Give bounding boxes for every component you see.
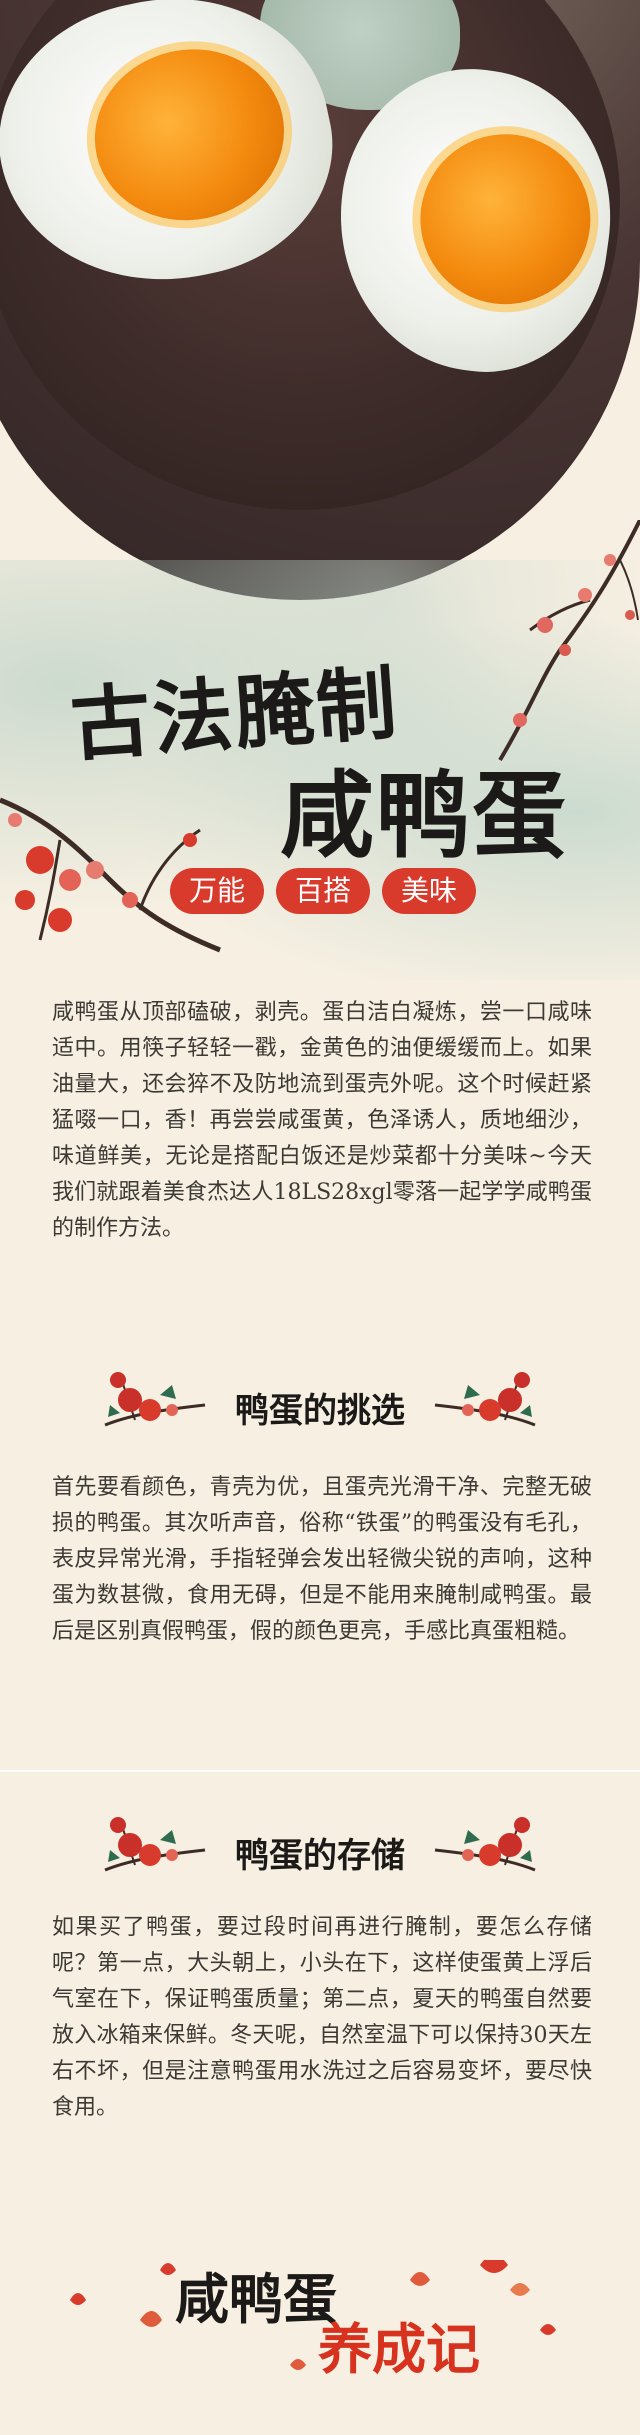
- flower-ornament-right: [430, 1355, 540, 1449]
- flower-ornament-right: [430, 1800, 540, 1894]
- flower-ornament-left: [100, 1355, 210, 1449]
- egg-yolk: [409, 123, 602, 316]
- intro-paragraph: 咸鸭蛋从顶部磕破，剥壳。蛋白洁白凝炼，尝一口咸味适中。用筷子轻轻一戳，金黄色的油…: [52, 1000, 592, 1241]
- salted-eggs-image: [0, 0, 640, 600]
- section-heading-storage: 鸭蛋的存储: [100, 1800, 540, 1890]
- section-title: 鸭蛋的存储: [235, 1836, 405, 1876]
- feature-tags: 万能 百搭 美味: [170, 868, 490, 918]
- page-title-line2: 咸鸭蛋: [280, 761, 569, 871]
- tag-badge: 百搭: [276, 868, 370, 914]
- section-heading-selection: 鸭蛋的挑选: [100, 1355, 540, 1445]
- selection-paragraph: 首先要看颜色，青壳为优，且蛋壳光滑干净、完整无破损的鸭蛋。其次听声音，俗称“铁蛋…: [52, 1475, 592, 1644]
- flower-ornament-left: [100, 1800, 210, 1894]
- plum-branch-left: [0, 760, 230, 990]
- tag-badge: 美味: [382, 868, 476, 914]
- petals-decoration: [70, 2260, 556, 2370]
- section-title: 鸭蛋的挑选: [235, 1391, 405, 1431]
- footer-title-red: 养成记: [318, 2317, 480, 2381]
- plum-branch-right: [470, 520, 640, 770]
- tag-badge: 万能: [170, 868, 264, 914]
- hero-photo: [0, 0, 640, 600]
- egg-yolk: [78, 31, 301, 238]
- storage-paragraph: 如果买了鸭蛋，要过段时间再进行腌制，要怎么存储呢？第一点，大头朝上，小头在下，这…: [52, 1915, 592, 2120]
- footer-title-black: 咸鸭蛋: [175, 2267, 337, 2331]
- section-divider: [0, 1770, 640, 1772]
